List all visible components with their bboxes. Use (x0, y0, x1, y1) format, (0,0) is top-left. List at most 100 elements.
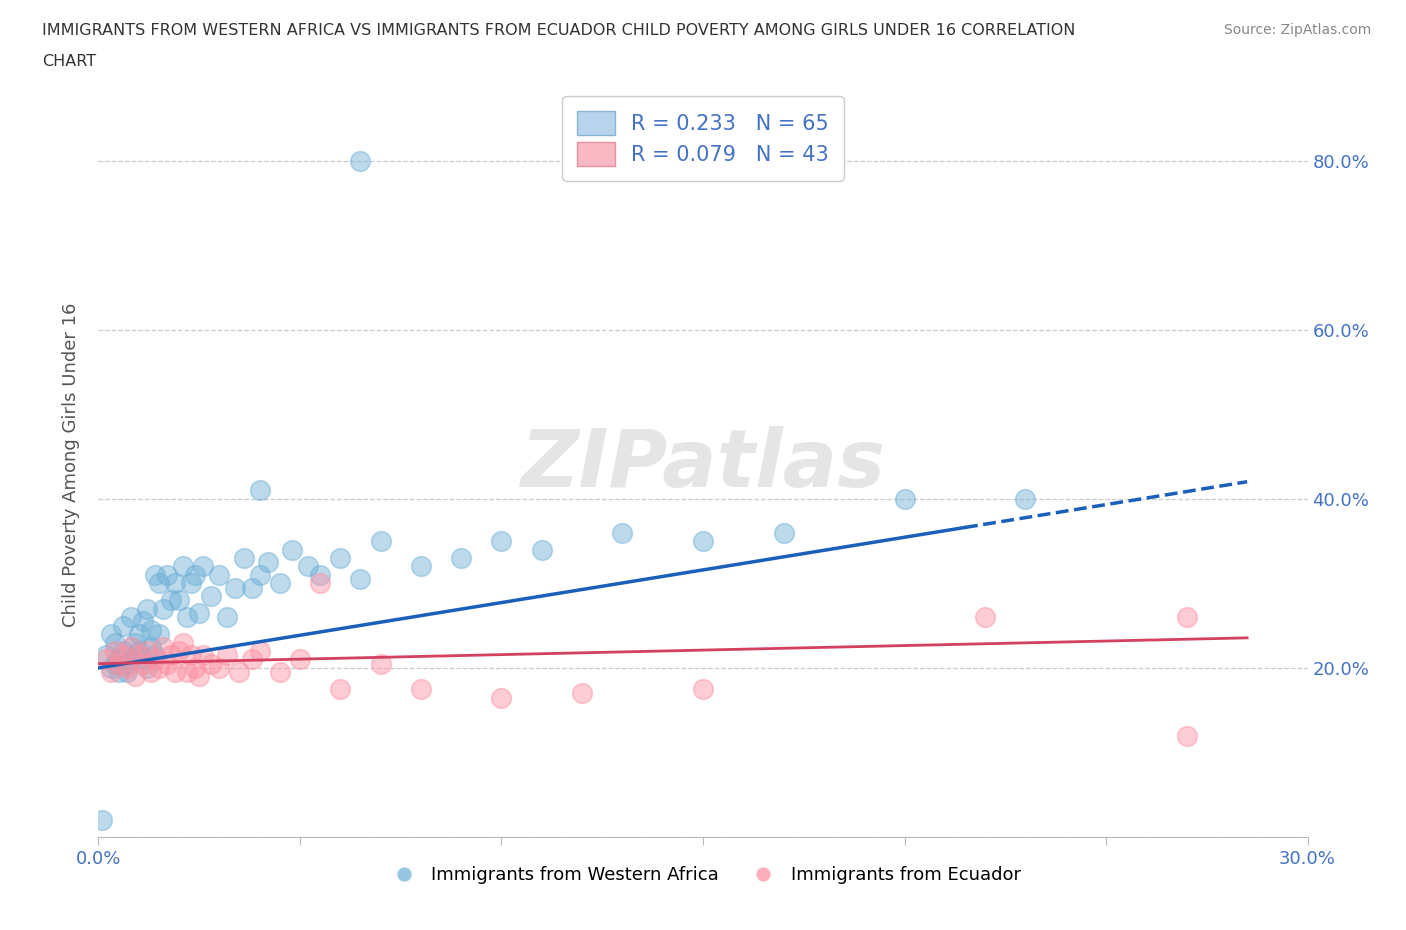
Point (208, 660, 231, 675)
Point (409, 682, 432, 697)
Point (249, 567, 271, 582)
Point (692, 534, 714, 549)
Point (100, 665, 122, 680)
Point (107, 652, 129, 667)
Point (612, 525, 634, 540)
Point (184, 567, 207, 582)
Point (974, 610, 997, 625)
Point (148, 576, 170, 591)
Point (249, 483, 271, 498)
Point (103, 635, 125, 650)
Point (228, 665, 250, 680)
Point (349, 572, 371, 587)
Point (256, 555, 278, 570)
Point (208, 567, 231, 582)
Point (1175, 610, 1198, 625)
Point (329, 551, 352, 565)
Point (107, 657, 129, 671)
Point (111, 648, 134, 663)
Point (188, 669, 211, 684)
Point (96, 648, 118, 663)
Point (148, 627, 170, 642)
Point (103, 657, 125, 671)
Point (143, 648, 166, 663)
Point (370, 534, 392, 549)
Point (124, 635, 146, 650)
Point (160, 592, 183, 607)
Point (148, 660, 170, 675)
Point (571, 685, 593, 700)
Point (288, 652, 311, 667)
Point (1175, 728, 1198, 743)
Point (491, 534, 513, 549)
Point (188, 605, 211, 620)
Point (370, 657, 392, 671)
Point (107, 665, 129, 680)
Point (163, 576, 186, 591)
Point (124, 669, 146, 684)
Point (224, 580, 246, 595)
Point (160, 648, 183, 663)
Point (409, 559, 432, 574)
Point (249, 644, 271, 658)
Point (128, 648, 150, 663)
Point (163, 665, 186, 680)
Point (132, 614, 155, 629)
Point (1014, 491, 1036, 506)
Point (180, 576, 202, 591)
Point (96, 652, 118, 667)
Point (200, 589, 222, 604)
Point (115, 665, 138, 680)
Point (156, 567, 179, 582)
Point (124, 648, 146, 663)
Point (172, 559, 194, 574)
Point (530, 542, 553, 557)
Text: ZIPatlas: ZIPatlas (520, 426, 886, 504)
Point (91, 813, 114, 828)
Point (172, 635, 194, 650)
Point (281, 542, 304, 557)
Point (143, 652, 166, 667)
Point (200, 657, 222, 671)
Text: IMMIGRANTS FROM WESTERN AFRICA VS IMMIGRANTS FROM ECUADOR CHILD POVERTY AMONG GI: IMMIGRANTS FROM WESTERN AFRICA VS IMMIGR… (42, 23, 1076, 38)
Point (111, 644, 134, 658)
Point (269, 576, 291, 591)
Point (893, 491, 915, 506)
Point (115, 657, 138, 671)
Text: Source: ZipAtlas.com: Source: ZipAtlas.com (1223, 23, 1371, 37)
Point (120, 639, 142, 654)
Point (193, 648, 215, 663)
Point (269, 665, 291, 680)
Point (120, 610, 142, 625)
Point (772, 525, 794, 540)
Point (193, 559, 215, 574)
Point (217, 648, 239, 663)
Point (176, 610, 198, 625)
Point (184, 660, 207, 675)
Point (111, 618, 134, 633)
Point (100, 627, 122, 642)
Point (139, 639, 162, 654)
Point (349, 153, 371, 168)
Text: CHART: CHART (42, 54, 96, 69)
Point (167, 644, 190, 658)
Point (120, 652, 142, 667)
Point (143, 567, 166, 582)
Point (156, 657, 179, 671)
Point (152, 602, 174, 617)
Legend: Immigrants from Western Africa, Immigrants from Ecuador: Immigrants from Western Africa, Immigran… (378, 858, 1028, 891)
Point (103, 644, 125, 658)
Point (692, 682, 714, 697)
Point (128, 644, 150, 658)
Point (309, 576, 332, 591)
Point (297, 559, 319, 574)
Point (180, 648, 202, 663)
Point (176, 665, 198, 680)
Point (135, 660, 157, 675)
Point (309, 567, 332, 582)
Point (135, 602, 157, 617)
Point (240, 652, 263, 667)
Point (217, 610, 239, 625)
Point (167, 592, 190, 607)
Point (240, 580, 263, 595)
